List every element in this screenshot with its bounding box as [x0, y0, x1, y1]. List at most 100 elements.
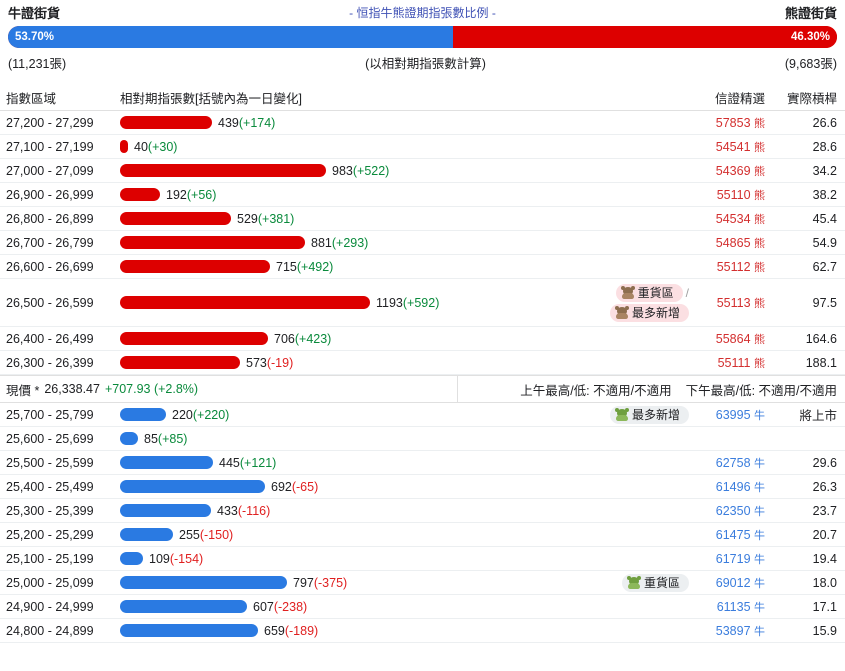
warrant-code-number[interactable]: 57853 熊: [715, 115, 765, 130]
table-row[interactable]: 26,500 - 26,599 1193(+592) 重貨區 / 最多新增 55113 熊…: [0, 279, 845, 327]
table-row[interactable]: 25,300 - 25,399 433(-116) 62350 牛 23.7: [0, 499, 845, 523]
warrant-code[interactable]: 61719 牛: [693, 551, 771, 567]
warrant-code[interactable]: 55112 熊: [693, 259, 771, 275]
volume-value: 433(-116): [217, 503, 271, 518]
volume-value: 983(+522): [332, 163, 390, 178]
badge-wrapper: 最多新增: [609, 405, 689, 424]
marker-badge[interactable]: 最多新增: [609, 303, 689, 322]
table-row[interactable]: 26,700 - 26,799 881(+293) 54865 熊 54.9: [0, 231, 845, 255]
table-row[interactable]: 25,700 - 25,799 220(+220) 最多新增 63995 牛 將上市: [0, 403, 845, 427]
strike-range: 27,200 - 27,299: [6, 115, 94, 130]
table-row[interactable]: 27,000 - 27,099 983(+522) 54369 熊 34.2: [0, 159, 845, 183]
warrant-code[interactable]: 62758 牛: [693, 455, 771, 471]
table-row[interactable]: 26,400 - 26,499 706(+423) 55864 熊 164.6: [0, 327, 845, 351]
table-row[interactable]: 26,600 - 26,699 715(+492) 55112 熊 62.7: [0, 255, 845, 279]
marker-badge[interactable]: 重貨區: [621, 573, 689, 592]
warrant-code-number[interactable]: 62758 牛: [715, 455, 765, 470]
volume-value: 659(-189): [264, 623, 319, 638]
table-row[interactable]: 25,500 - 25,599 445(+121) 62758 牛 29.6: [0, 451, 845, 475]
warrant-code-number[interactable]: 61475 牛: [715, 527, 765, 542]
warrant-code-number[interactable]: 55113 熊: [716, 295, 765, 310]
table-row[interactable]: 25,600 - 25,699 85(+85): [0, 427, 845, 451]
marker-badge[interactable]: 最多新增: [609, 405, 689, 424]
warrant-code-number[interactable]: 69012 牛: [715, 575, 765, 590]
bull-icon: [614, 408, 629, 421]
warrant-code-number[interactable]: 54865 熊: [715, 235, 765, 250]
warrant-code[interactable]: 55864 熊: [693, 331, 771, 347]
warrant-type-suffix: 熊: [754, 333, 765, 346]
warrant-type-suffix: 牛: [754, 529, 765, 542]
effective-leverage: 26.3: [812, 479, 837, 494]
table-row[interactable]: 25,400 - 25,499 692(-65) 61496 牛 26.3: [0, 475, 845, 499]
warrant-code-number[interactable]: 54541 熊: [715, 139, 765, 154]
volume-bar: [120, 552, 143, 565]
warrant-code-number[interactable]: 55864 熊: [715, 331, 765, 346]
warrant-type-suffix: 熊: [754, 213, 765, 226]
table-row[interactable]: 25,100 - 25,199 109(-154) 61719 牛 19.4: [0, 547, 845, 571]
warrant-code[interactable]: 63995 牛: [693, 407, 771, 423]
daily-change: (-154): [169, 551, 204, 566]
warrant-code[interactable]: 54865 熊: [693, 235, 771, 251]
volume-value: 85(+85): [144, 431, 188, 446]
table-row[interactable]: 26,300 - 26,399 573(-19) 55111 熊 188.1: [0, 351, 845, 375]
effective-leverage: 62.7: [812, 259, 837, 274]
warrant-code[interactable]: 54541 熊: [693, 139, 771, 155]
volume-bar: [120, 116, 212, 129]
warrant-code-number[interactable]: 62350 牛: [715, 503, 765, 518]
badge-cell: 最多新增: [583, 405, 693, 424]
warrant-code[interactable]: 62350 牛: [693, 503, 771, 519]
warrant-code[interactable]: 53897 牛: [693, 623, 771, 639]
strike-range: 27,000 - 27,099: [6, 163, 94, 178]
warrant-code[interactable]: 57853 熊: [693, 115, 771, 131]
warrant-type-suffix: 牛: [754, 625, 765, 638]
daily-change: (+293): [331, 235, 369, 250]
bear-ratio-label: 46.30%: [790, 31, 830, 43]
warrant-code[interactable]: 61496 牛: [693, 479, 771, 495]
table-row[interactable]: 25,200 - 25,299 255(-150) 61475 牛 20.7: [0, 523, 845, 547]
table-row[interactable]: 25,000 - 25,099 797(-375) 重貨區 69012 牛 18.0: [0, 571, 845, 595]
marker-badge[interactable]: 重貨區: [615, 283, 683, 302]
bar-cell: 1193(+592): [110, 279, 583, 326]
table-row[interactable]: 26,900 - 26,999 192(+56) 55110 熊 38.2: [0, 183, 845, 207]
volume-bar: [120, 600, 247, 613]
warrant-type-suffix: 熊: [754, 357, 765, 370]
strike-range: 25,500 - 25,599: [6, 455, 94, 470]
volume-bar: [120, 140, 128, 153]
warrant-code-number[interactable]: 54534 熊: [715, 211, 765, 226]
warrant-code[interactable]: 69012 牛: [693, 575, 771, 591]
volume-value: 1193(+592): [376, 295, 440, 310]
table-row[interactable]: 27,200 - 27,299 439(+174) 57853 熊 26.6: [0, 111, 845, 135]
warrant-code-number[interactable]: 63995 牛: [715, 407, 765, 422]
warrant-code-number[interactable]: 61496 牛: [715, 479, 765, 494]
warrant-code-number[interactable]: 55110 熊: [716, 187, 765, 202]
warrant-type-suffix: 牛: [754, 577, 765, 590]
table-row[interactable]: 27,100 - 27,199 40(+30) 54541 熊 28.6: [0, 135, 845, 159]
warrant-code-number[interactable]: 61135 牛: [716, 599, 765, 614]
daily-change: (+592): [402, 295, 440, 310]
badge-cell: 重貨區: [583, 573, 693, 592]
warrant-code-number[interactable]: 55111 熊: [717, 355, 765, 370]
warrant-code-number[interactable]: 53897 牛: [715, 623, 765, 638]
volume-value: 109(-154): [149, 551, 204, 566]
warrant-code[interactable]: 54369 熊: [693, 163, 771, 179]
warrant-code[interactable]: 55113 熊: [693, 295, 771, 311]
bar-cell: 529(+381): [110, 207, 583, 230]
warrant-code[interactable]: 61475 牛: [693, 527, 771, 543]
strike-range: 24,900 - 24,999: [6, 599, 94, 614]
warrant-code[interactable]: 54534 熊: [693, 211, 771, 227]
warrant-code[interactable]: 55111 熊: [693, 355, 771, 371]
warrant-code[interactable]: 61135 牛: [693, 599, 771, 615]
volume-bar: [120, 236, 305, 249]
table-row[interactable]: 26,800 - 26,899 529(+381) 54534 熊 45.4: [0, 207, 845, 231]
warrant-code-number[interactable]: 54369 熊: [715, 163, 765, 178]
effective-leverage: 29.6: [812, 455, 837, 470]
warrant-code-number[interactable]: 55112 熊: [716, 259, 765, 274]
warrant-type-suffix: 熊: [754, 141, 765, 154]
effective-leverage: 18.0: [812, 575, 837, 590]
table-row[interactable]: 24,900 - 24,999 607(-238) 61135 牛 17.1: [0, 595, 845, 619]
bear-rows-group: 27,200 - 27,299 439(+174) 57853 熊 26.6 27,10…: [0, 111, 845, 375]
warrant-code[interactable]: 55110 熊: [693, 187, 771, 203]
table-row[interactable]: 24,800 - 24,899 659(-189) 53897 牛 15.9: [0, 619, 845, 643]
warrant-code-number[interactable]: 61719 牛: [715, 551, 765, 566]
